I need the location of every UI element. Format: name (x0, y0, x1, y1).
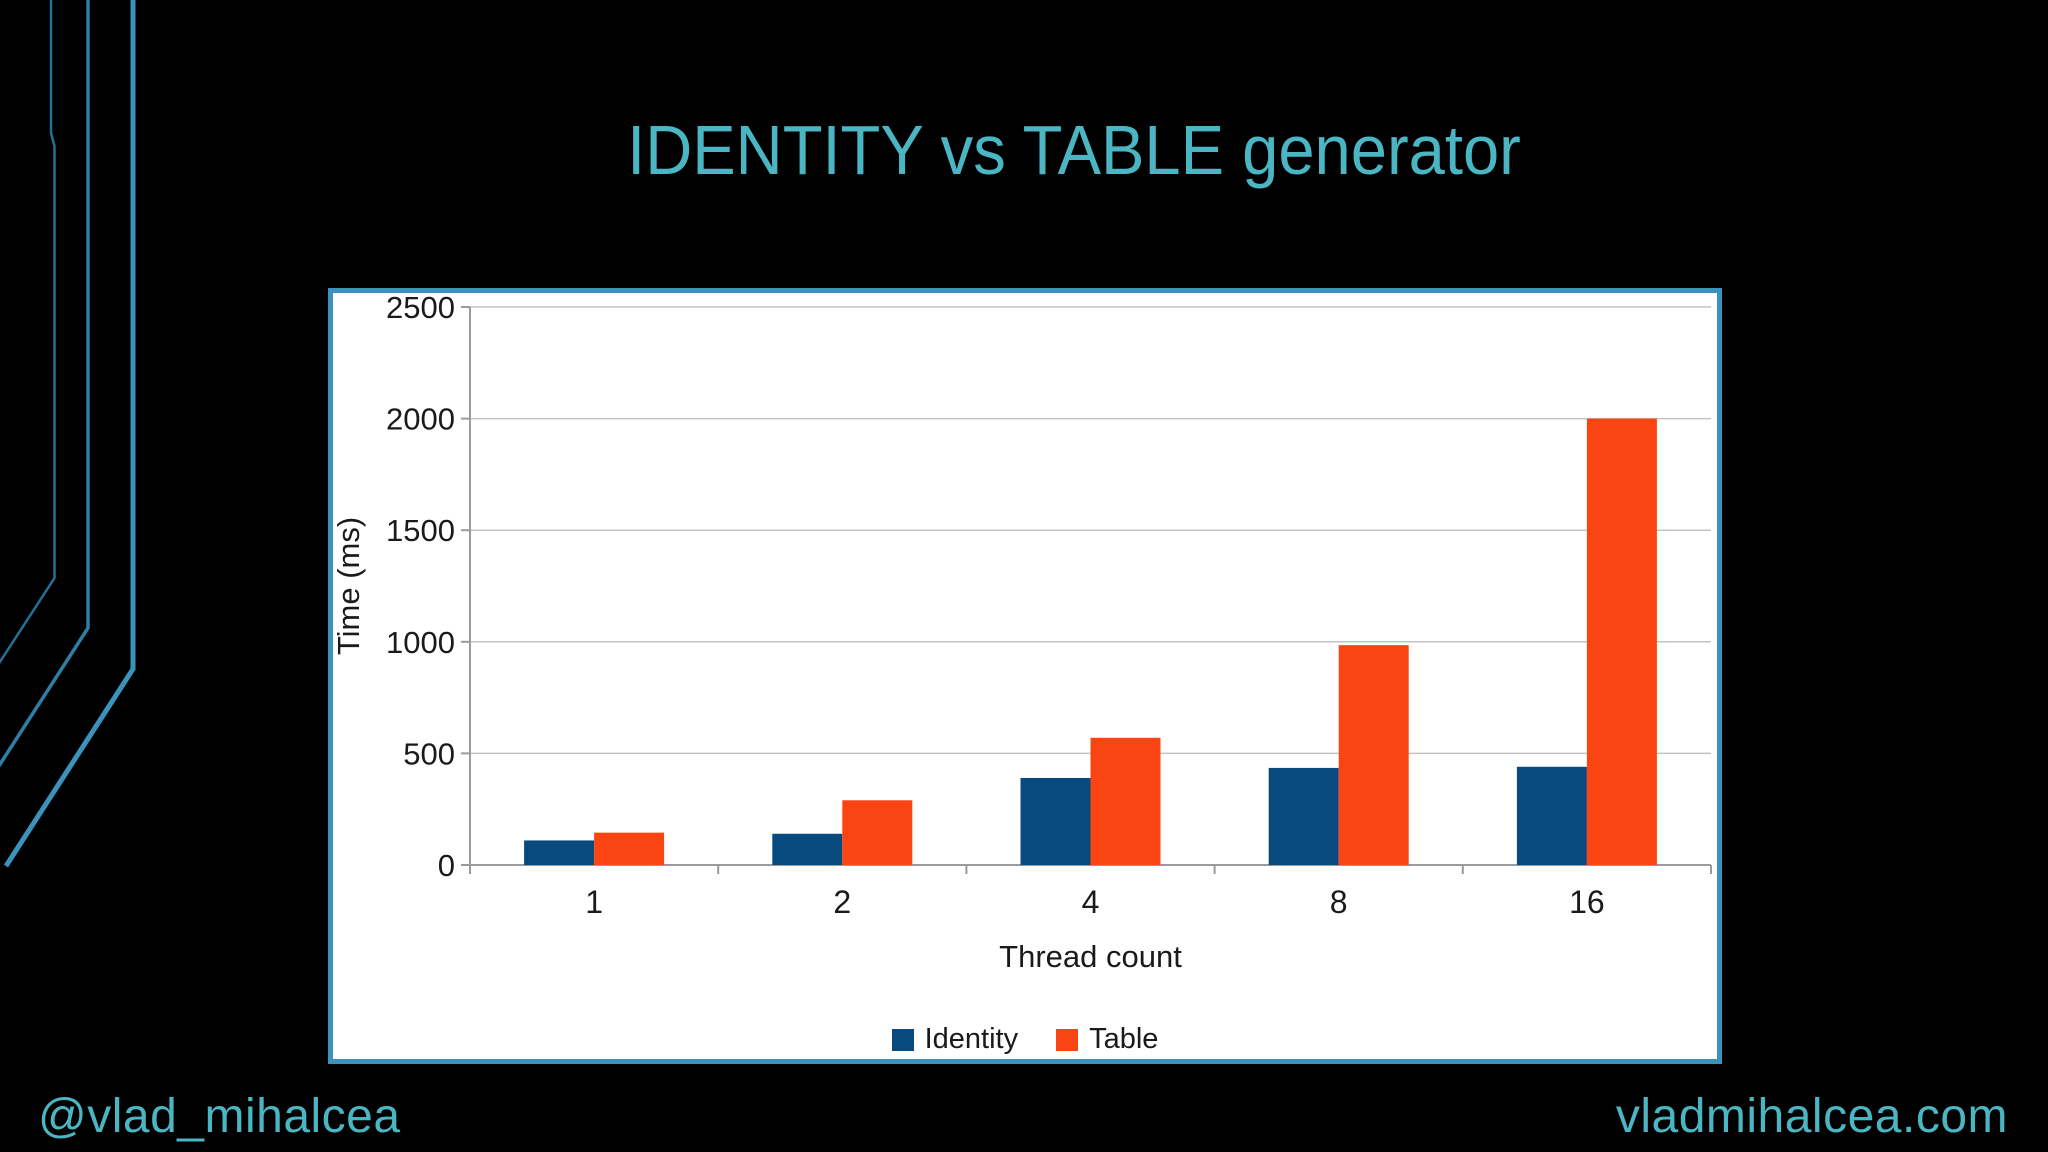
y-tick-label-2000: 2000 (386, 402, 455, 437)
bar-identity-1 (524, 840, 595, 865)
y-tick-label-2500: 2500 (386, 293, 455, 325)
y-tick-label-1500: 1500 (386, 513, 455, 548)
bar-table-16 (1586, 418, 1657, 865)
x-tick-label-1: 1 (585, 884, 603, 920)
legend-label-identity: Identity (924, 1023, 1019, 1055)
chart-legend: Identity Table (333, 1025, 1717, 1054)
decorative-line-middle (0, 0, 90, 768)
x-tick-label-16: 16 (1569, 884, 1605, 920)
page-title: IDENTITY vs TABLE generator (627, 111, 1521, 189)
chart: 0 500 1000 1500 2000 2500 1 2 4 8 16 Thread count Ti… (328, 288, 1722, 1064)
bar-table-8 (1338, 645, 1409, 865)
bar-table-4 (1090, 737, 1161, 865)
bar-identity-8 (1268, 767, 1339, 865)
legend-item-table: Table (1056, 1025, 1158, 1054)
y-tick-label-500: 500 (403, 736, 455, 771)
x-tick-label-4: 4 (1082, 884, 1100, 920)
bar-identity-4 (1020, 777, 1091, 865)
footer-website: vladmihalcea.com (1615, 1090, 2008, 1143)
x-tick-label-8: 8 (1330, 884, 1348, 920)
bar-chart-plot: 0 500 1000 1500 2000 2500 1 2 4 8 16 Thread count Ti… (333, 293, 1712, 974)
decorative-line-outer (0, 0, 56, 665)
decorative-lines (0, 0, 136, 868)
legend-swatch-identity (891, 1028, 914, 1051)
y-tick-label-1000: 1000 (386, 625, 455, 660)
bar-identity-16 (1516, 766, 1587, 865)
decorative-line-inner (3, 0, 136, 868)
x-axis-title: Thread count (999, 939, 1182, 974)
footer-twitter-handle: @vlad_mihalcea (38, 1090, 401, 1143)
y-axis-title: Time (ms) (333, 517, 366, 655)
x-tick-label-2: 2 (833, 884, 851, 920)
legend-item-identity: Identity (891, 1023, 1019, 1055)
bar-identity-2 (772, 833, 843, 865)
legend-swatch-table (1056, 1028, 1079, 1051)
bar-table-1 (594, 832, 665, 865)
bar-table-2 (842, 800, 913, 865)
y-tick-label-0: 0 (438, 848, 455, 883)
legend-label-table: Table (1089, 1023, 1159, 1055)
